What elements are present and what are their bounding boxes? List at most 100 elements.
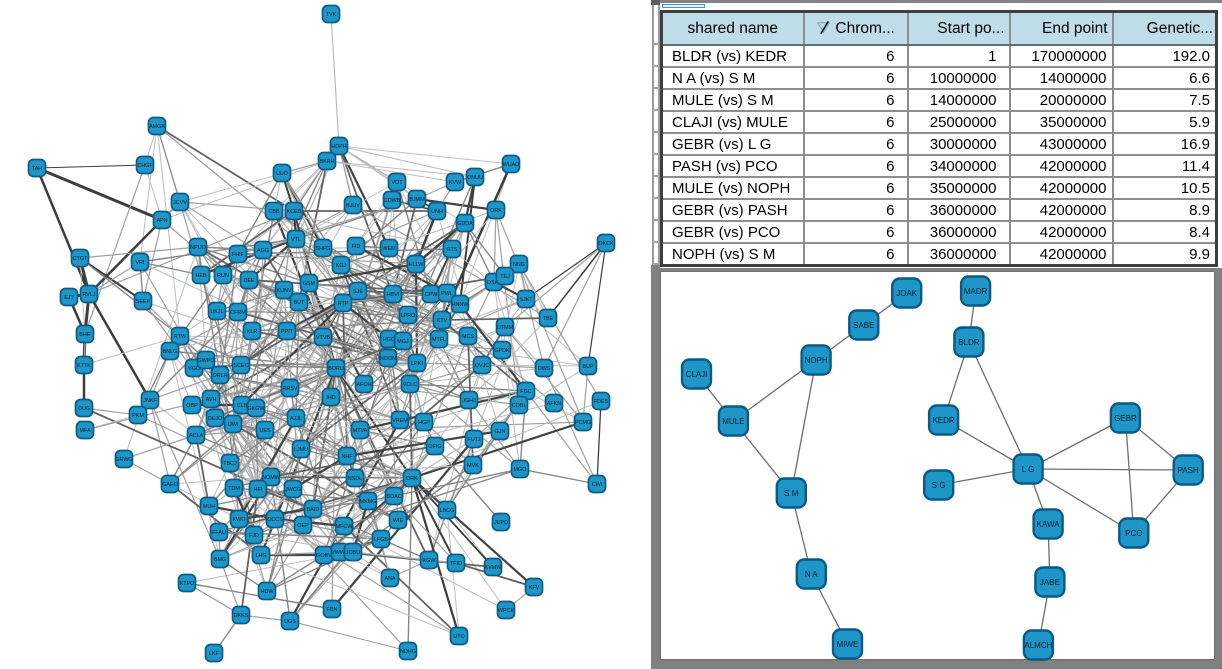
svg-text:SJKT: SJKT <box>519 297 533 303</box>
svg-text:BUT: BUT <box>294 300 305 306</box>
svg-text:JOAK: JOAK <box>896 289 918 298</box>
svg-text:TDM: TDM <box>228 486 240 492</box>
svg-text:JCVV: JCVV <box>173 200 187 206</box>
svg-text:PCO: PCO <box>1125 529 1142 538</box>
svg-text:FJD: FJD <box>249 533 259 539</box>
svg-text:MFCW: MFCW <box>336 524 354 530</box>
svg-text:WEM: WEM <box>382 246 396 252</box>
svg-text:HDPH: HDPH <box>331 144 346 150</box>
svg-text:TBCJ: TBCJ <box>223 461 237 467</box>
svg-text:MFA: MFA <box>79 428 90 434</box>
svg-text:BHR: BHR <box>79 332 90 338</box>
svg-text:UTO: UTO <box>453 634 464 640</box>
svg-text:FFAU: FFAU <box>212 530 226 536</box>
svg-text:KTPO: KTPO <box>180 581 195 587</box>
svg-text:UKJL: UKJL <box>210 309 223 315</box>
svg-text:LKF: LKF <box>209 651 220 657</box>
svg-text:HEB: HEB <box>195 273 206 279</box>
svg-text:RVLJ: RVLJ <box>82 292 95 298</box>
svg-text:AFOH: AFOH <box>357 382 372 388</box>
svg-text:GDDA: GDDA <box>457 221 473 227</box>
svg-text:CTGT: CTGT <box>73 256 88 262</box>
svg-text:FID: FID <box>352 244 361 250</box>
svg-text:L G: L G <box>1022 465 1035 474</box>
svg-text:KAWA: KAWA <box>1037 520 1061 529</box>
svg-text:OFIG: OFIG <box>428 444 441 450</box>
svg-text:KVW: KVW <box>449 180 462 186</box>
svg-text:GWPO: GWPO <box>197 358 214 364</box>
svg-text:GAEO: GAEO <box>162 482 178 488</box>
svg-text:WIE: WIE <box>393 518 404 524</box>
svg-text:S M: S M <box>784 489 799 498</box>
svg-text:BOAC: BOAC <box>386 494 401 500</box>
svg-text:DEJO: DEJO <box>208 416 222 422</box>
svg-text:MUH: MUH <box>203 504 215 510</box>
svg-text:RTW: RTW <box>174 334 187 340</box>
svg-text:OKCK: OKCK <box>598 241 614 247</box>
svg-text:GRWO: GRWO <box>115 457 132 463</box>
svg-text:HGP: HGP <box>418 420 430 426</box>
svg-text:MVK: MVK <box>467 463 479 469</box>
svg-text:VWWD: VWWD <box>331 550 349 556</box>
svg-text:MCS: MCS <box>462 334 474 340</box>
svg-text:WUAO: WUAO <box>503 162 520 168</box>
svg-text:TEJ: TEJ <box>500 274 510 280</box>
svg-text:SCEC: SCEC <box>234 363 249 369</box>
svg-text:JWCG: JWCG <box>285 487 301 493</box>
svg-text:JNKF: JNKF <box>143 398 157 404</box>
svg-text:AJJL: AJJL <box>290 416 302 422</box>
svg-text:CLB: CLB <box>237 403 248 409</box>
svg-text:DEE: DEE <box>243 278 254 284</box>
svg-text:VGC: VGC <box>188 366 200 372</box>
svg-text:BAID: BAID <box>307 507 320 513</box>
svg-text:WPCK: WPCK <box>498 608 515 614</box>
svg-text:MIWE: MIWE <box>837 640 859 649</box>
svg-text:OVJC: OVJC <box>475 363 489 369</box>
svg-text:VTVB: VTVB <box>316 335 330 341</box>
svg-text:BKRH: BKRH <box>320 159 335 165</box>
svg-text:VREM: VREM <box>392 418 408 424</box>
svg-text:PASH: PASH <box>1178 466 1199 475</box>
svg-text:AMGK: AMGK <box>149 124 165 130</box>
svg-text:AGG: AGG <box>257 248 269 254</box>
svg-text:TBE: TBE <box>543 316 554 322</box>
svg-text:KCEB: KCEB <box>287 209 302 215</box>
svg-text:VOT: VOT <box>391 180 403 186</box>
svg-text:COBL: COBL <box>512 403 527 409</box>
svg-text:RUN: RUN <box>217 273 229 279</box>
svg-text:DWS: DWS <box>538 366 551 372</box>
svg-text:SEEP: SEEP <box>136 299 151 305</box>
svg-text:FGC: FGC <box>520 389 531 395</box>
svg-text:ONUU: ONUU <box>467 175 483 181</box>
svg-text:MGJ: MGJ <box>397 339 409 345</box>
svg-text:JUPD: JUPD <box>494 520 508 526</box>
svg-text:DRK: DRK <box>406 476 418 482</box>
svg-text:JABE: JABE <box>1040 578 1060 587</box>
svg-text:FDES: FDES <box>594 399 609 405</box>
svg-text:NOON: NOON <box>380 356 396 362</box>
svg-text:TAH: TAH <box>32 166 42 172</box>
svg-text:IJWI: IJWI <box>228 422 239 428</box>
svg-text:UGS: UGS <box>284 619 296 625</box>
svg-text:ANA: ANA <box>384 576 395 582</box>
svg-text:BUP: BUP <box>582 364 593 370</box>
svg-text:HBVI: HBVI <box>387 292 400 298</box>
svg-text:KTV: KTV <box>437 318 448 324</box>
svg-text:NOMW: NOMW <box>262 475 281 481</box>
svg-text:NSDL: NSDL <box>348 476 362 482</box>
svg-text:SHFG: SHFG <box>316 246 331 252</box>
svg-text:GEBR: GEBR <box>1114 414 1137 423</box>
svg-text:JGHJ: JGHJ <box>462 398 476 404</box>
svg-text:APN: APN <box>156 218 167 224</box>
svg-text:BJUV: BJUV <box>346 203 360 209</box>
svg-text:OCCS: OCCS <box>267 517 283 523</box>
svg-text:VRI: VRI <box>136 260 145 266</box>
svg-text:GKGW: GKGW <box>247 406 265 412</box>
svg-text:MKMG: MKMG <box>360 499 377 505</box>
svg-text:CPW: CPW <box>425 292 438 298</box>
svg-text:KVMW: KVMW <box>485 565 503 571</box>
svg-text:BNLG: BNLG <box>163 349 178 355</box>
svg-text:S G: S G <box>932 481 946 490</box>
svg-text:KLR: KLR <box>247 329 258 335</box>
svg-text:ALMCH: ALMCH <box>1024 641 1052 650</box>
